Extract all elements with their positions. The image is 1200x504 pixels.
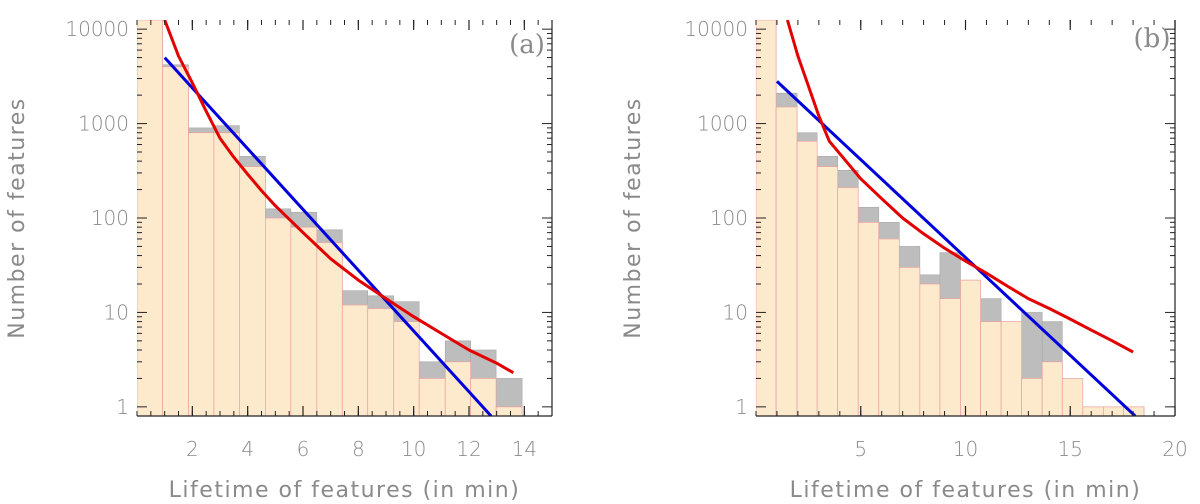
- y-axis-label: Number of features: [5, 97, 30, 338]
- x-tick-label: 8: [352, 437, 365, 461]
- histogram-bar: [1061, 378, 1084, 416]
- x-tick-label: 20: [1162, 437, 1187, 461]
- plot-area: [756, 20, 1145, 416]
- histogram-bar: [898, 267, 921, 416]
- histogram-bar: [857, 221, 880, 416]
- panel-label: (a): [509, 30, 545, 60]
- power-law-fit-line: [785, 20, 1134, 354]
- y-tick-label: 1: [735, 395, 748, 419]
- x-tick-label: 15: [1058, 437, 1083, 461]
- histogram-bar: [213, 132, 240, 416]
- x-tick-label: 10: [953, 437, 978, 461]
- y-tick-label: 1000: [78, 112, 129, 136]
- histogram-bar: [816, 166, 839, 416]
- histogram-bar: [265, 217, 292, 416]
- histogram-bar: [367, 308, 395, 416]
- x-tick-label: 10: [401, 437, 426, 461]
- histogram-bar: [1082, 406, 1104, 416]
- panel-b: 5 10 15 20 1 10 100 1000 10000 Lifetime of featur…: [621, 17, 1188, 503]
- histogram-bar: [980, 321, 1002, 416]
- exponential-fit-line: [775, 80, 1137, 416]
- y-tick-label: 100: [710, 206, 748, 230]
- y-tick-label: 10: [104, 300, 129, 324]
- x-tick-label: 5: [854, 437, 867, 461]
- x-tick-label: 2: [186, 437, 199, 461]
- x-tick-label: 4: [241, 437, 254, 461]
- histogram-bar: [290, 226, 318, 416]
- histogram-bar: [1041, 361, 1063, 416]
- x-tick-label: 12: [456, 437, 481, 461]
- histogram-bar: [1103, 406, 1124, 416]
- histogram-bar: [341, 304, 369, 416]
- y-tick-label: 1: [116, 395, 129, 419]
- histogram-bar: [418, 378, 446, 416]
- power-law-fit-line: [163, 20, 515, 375]
- histogram-bar: [919, 283, 941, 416]
- histogram-bar: [239, 166, 266, 416]
- y-tick-label: 10000: [684, 17, 748, 41]
- y-tick-label: 10000: [65, 17, 129, 41]
- y-tick-label: 100: [91, 206, 129, 230]
- x-tick-label: 6: [297, 437, 310, 461]
- panel-a: 2 4 6 8 10 12 14 1 10 100 1000 10000 Lifetime of fea…: [5, 17, 553, 503]
- x-axis-label: Lifetime of features (in min): [790, 478, 1142, 503]
- histogram-bar: [162, 66, 189, 416]
- plot-area: [137, 20, 523, 416]
- exponential-fit-line: [163, 56, 493, 416]
- y-tick-label: 10: [723, 300, 748, 324]
- x-axis-label: Lifetime of features (in min): [169, 478, 521, 503]
- x-tick-label: 14: [512, 437, 537, 461]
- histogram-bar: [1021, 378, 1043, 416]
- histogram-bar: [188, 132, 215, 416]
- histogram-bar: [1000, 321, 1022, 416]
- histogram-bar: [837, 187, 859, 416]
- histogram-bar: [393, 321, 420, 416]
- y-tick-label: 1000: [697, 112, 748, 136]
- histogram-bar: [960, 279, 981, 416]
- histogram-bar: [796, 140, 818, 416]
- histogram-bar: [878, 238, 900, 416]
- y-axis-label: Number of features: [621, 97, 646, 338]
- histogram-bar: [495, 406, 523, 416]
- histogram-bar: [939, 298, 961, 416]
- histogram-bar: [775, 106, 798, 416]
- panel-label: (b): [1134, 24, 1171, 54]
- histogram-bar: [316, 242, 343, 416]
